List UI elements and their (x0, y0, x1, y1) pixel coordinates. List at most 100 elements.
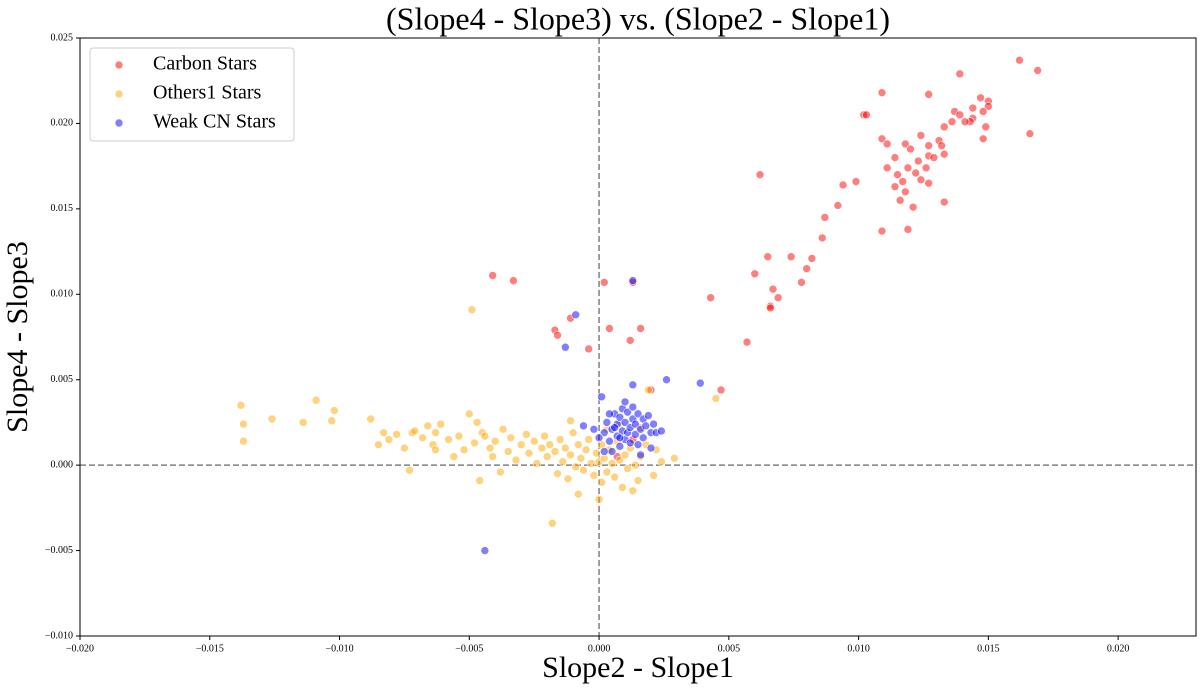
data-point (602, 418, 612, 427)
data-point (628, 380, 638, 390)
data-point (628, 486, 638, 496)
y-tick-label: 0.005 (51, 374, 74, 385)
data-point (436, 419, 446, 429)
data-point (807, 254, 817, 263)
data-point (628, 402, 638, 412)
data-point (405, 465, 414, 475)
x-tick-label: 0.005 (718, 643, 741, 654)
data-point (568, 428, 578, 437)
data-point (960, 117, 970, 127)
legend-marker (114, 89, 124, 99)
data-point (623, 407, 632, 417)
data-point (584, 435, 593, 444)
x-tick-label: 0.020 (1107, 643, 1130, 654)
legend-box (89, 47, 295, 142)
data-point (618, 483, 627, 492)
data-point (833, 201, 843, 210)
data-point (574, 440, 583, 449)
legend-label: Others1 Stars (153, 82, 262, 104)
data-point (607, 447, 617, 456)
data-point (597, 392, 606, 402)
data-point (670, 454, 679, 463)
data-point (522, 430, 531, 439)
data-point (516, 440, 526, 449)
data-point (467, 305, 477, 314)
chart-title: (Slope4 - Slope3) vs. (Slope2 - Slope1) (386, 0, 890, 36)
data-point (766, 303, 775, 313)
data-point (903, 163, 913, 173)
data-point (529, 436, 539, 446)
legend-marker (114, 60, 124, 70)
data-point (418, 433, 427, 443)
data-point (561, 342, 570, 352)
data-point (695, 378, 705, 388)
y-tick-label: 0.025 (51, 32, 74, 43)
data-point (644, 411, 653, 420)
data-point (937, 141, 946, 150)
data-point (802, 264, 811, 273)
data-point (929, 153, 939, 162)
data-point (657, 457, 666, 467)
data-point (644, 385, 653, 395)
x-tick-label: −0.020 (66, 643, 94, 654)
data-point (470, 438, 479, 448)
data-point (636, 324, 645, 333)
data-point (563, 474, 573, 484)
data-point (1015, 55, 1024, 65)
data-point (955, 110, 965, 120)
data-point (882, 163, 892, 173)
data-point (480, 546, 490, 555)
data-point (623, 464, 632, 473)
data-point (908, 202, 918, 212)
data-point (594, 433, 604, 443)
data-point (485, 443, 495, 453)
data-point (524, 448, 534, 458)
x-tick-label: −0.005 (455, 643, 483, 654)
x-tick-label: −0.015 (196, 643, 224, 654)
data-point (890, 153, 900, 162)
data-point (615, 433, 625, 443)
data-point (465, 409, 474, 419)
y-tick-label: 0.010 (51, 289, 74, 300)
data-point (947, 117, 957, 127)
data-point (773, 293, 783, 303)
data-point (716, 385, 726, 395)
data-point (649, 419, 658, 429)
data-point (509, 276, 518, 285)
data-point (628, 276, 638, 285)
data-point (763, 252, 773, 261)
data-point (615, 455, 625, 465)
data-point (633, 409, 643, 419)
data-point (838, 180, 848, 190)
data-point (649, 471, 658, 480)
data-point (851, 177, 861, 186)
x-axis-label: Slope2 - Slope1 (542, 651, 734, 684)
data-point (553, 469, 562, 478)
y-tick-label: 0.000 (51, 459, 74, 470)
data-point (882, 139, 892, 149)
data-point (916, 131, 926, 140)
data-point (236, 401, 246, 410)
data-point (1025, 129, 1035, 138)
data-point (893, 170, 902, 179)
data-point (1033, 66, 1042, 75)
data-point (594, 495, 604, 504)
data-point (890, 182, 900, 191)
data-point (916, 175, 926, 185)
data-point (366, 414, 375, 424)
data-point (605, 436, 614, 446)
x-tick-label: 0.015 (977, 643, 1000, 654)
data-point (480, 431, 490, 441)
data-point (330, 406, 339, 415)
data-point (797, 278, 806, 287)
data-point (755, 170, 765, 179)
data-point (607, 459, 617, 468)
data-point (498, 424, 508, 434)
data-point (955, 69, 965, 79)
data-point (610, 472, 619, 482)
data-point (542, 452, 552, 461)
data-point (898, 177, 908, 186)
data-point (459, 445, 469, 455)
y-axis-label: Slope4 - Slope3 (1, 241, 34, 433)
data-point (895, 196, 905, 205)
